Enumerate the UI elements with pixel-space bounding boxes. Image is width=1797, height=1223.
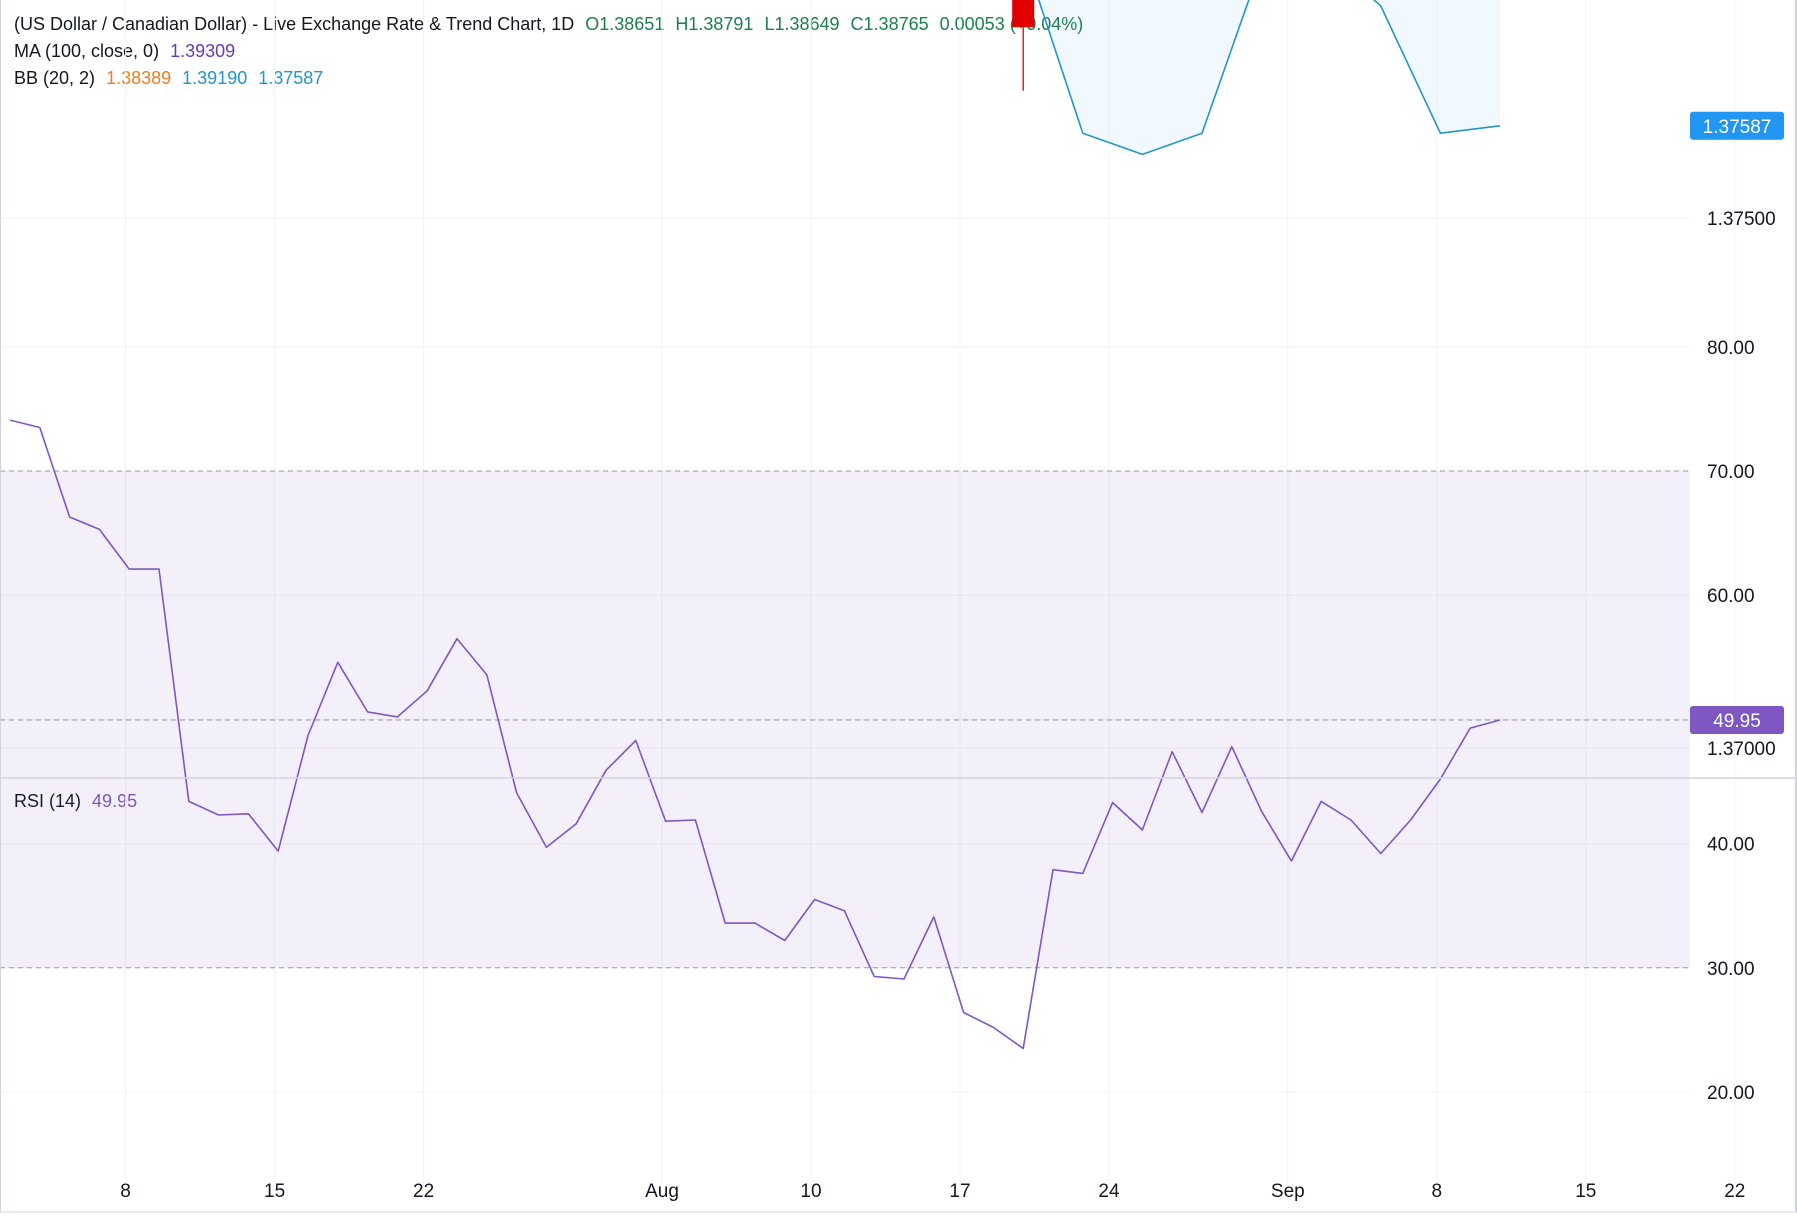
price-tick-label: 1.37500 <box>1707 209 1776 230</box>
candle-body <box>1012 0 1035 28</box>
chart-header: (US Dollar / Canadian Dollar) - Live Exc… <box>14 14 1089 35</box>
rsi-tick-label: 30.00 <box>1707 959 1755 980</box>
time-tick-label: 24 <box>1098 1181 1120 1202</box>
chart-title: (US Dollar / Canadian Dollar) - Live Exc… <box>14 14 575 34</box>
rsi-line <box>9 419 1501 1050</box>
rsi-tick-label: 70.00 <box>1707 462 1755 483</box>
time-tick-label: Sep <box>1271 1181 1305 1202</box>
candles[interactable] <box>0 0 1511 91</box>
indicator-lines <box>9 0 1501 1050</box>
rsi-tick-label: 80.00 <box>1707 338 1755 359</box>
price-tick-label: 1.37000 <box>1707 739 1776 760</box>
rsi-tick-label: 20.00 <box>1707 1083 1755 1104</box>
time-tick-label: 8 <box>1432 1181 1443 1202</box>
time-tick-label: 10 <box>800 1181 821 1202</box>
rsi-band <box>0 470 1690 969</box>
price-change: 0.00053 (+0.04%) <box>939 14 1084 34</box>
bollinger-fill <box>1038 0 1500 155</box>
bollinger-lower-line <box>1037 0 1501 156</box>
time-tick-label: Aug <box>645 1181 679 1202</box>
rsi-legend-label: RSI (14) <box>14 791 82 811</box>
ohlc-close: C1.38765 <box>850 14 929 34</box>
bb-legend-label: BB (20, 2) <box>14 68 96 88</box>
time-tick-label: 8 <box>120 1181 131 1202</box>
rsi-zone <box>0 471 1690 968</box>
rsi-value-tag-box <box>1690 706 1784 735</box>
time-tick-label: 22 <box>1724 1181 1745 1202</box>
ma-legend[interactable]: MA (100, close, 0) 1.39309 <box>14 41 241 62</box>
ohlc-high: H1.38791 <box>675 14 754 34</box>
rsi-value-tag-text: 49.95 <box>1713 711 1761 732</box>
bb-legend[interactable]: BB (20, 2) 1.38389 1.39190 1.37587 <box>14 68 329 89</box>
bb-lower-value-tag-text: 1.37587 <box>1703 117 1772 138</box>
time-tick-label: 15 <box>1575 1181 1596 1202</box>
time-tick-label: 15 <box>264 1181 285 1202</box>
bollinger-band-fill <box>1038 0 1500 155</box>
time-tick-label: 17 <box>949 1181 970 1202</box>
time-tick-label: 22 <box>413 1181 434 1202</box>
ohlc-open: O1.38651 <box>585 14 665 34</box>
rsi-tick-label: 60.00 <box>1707 586 1755 607</box>
bb-lower-value-tag-box <box>1690 111 1784 140</box>
rsi-value-tag: 49.95 <box>1690 706 1784 735</box>
ohlc-low: L1.38649 <box>764 14 840 34</box>
bb-lower-value-tag: 1.37587 <box>1690 111 1784 140</box>
ma-legend-label: MA (100, close, 0) <box>14 41 160 61</box>
candle-down[interactable] <box>1012 0 1035 91</box>
rsi-tick-label: 40.00 <box>1707 835 1755 856</box>
bb-legend-basis: 1.38389 <box>106 68 172 88</box>
ma-legend-value: 1.39309 <box>170 41 236 61</box>
bb-legend-upper: 1.39190 <box>182 68 248 88</box>
